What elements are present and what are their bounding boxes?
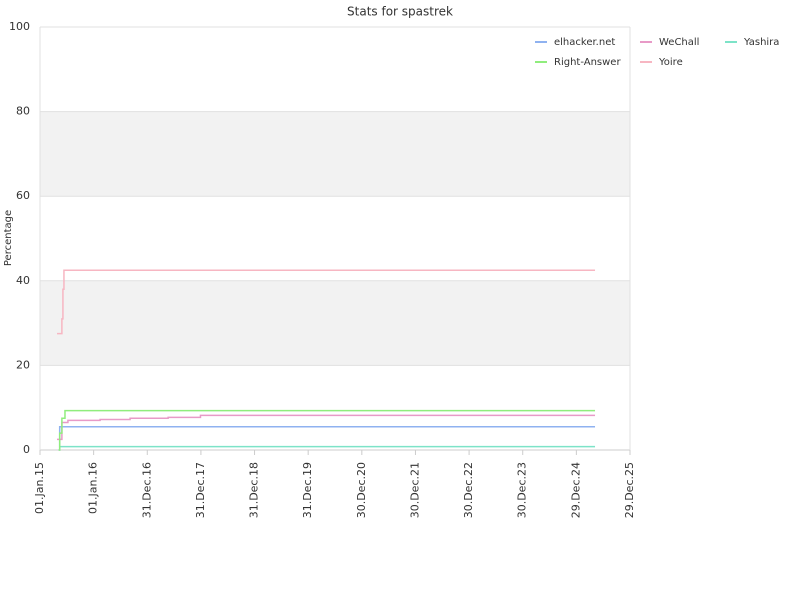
x-tick-label: 31.Dec.18	[248, 462, 261, 518]
plot-band	[40, 280, 630, 366]
series-line	[58, 409, 596, 451]
legend-label: WeChall	[659, 37, 699, 48]
y-tick-label: 40	[16, 274, 30, 287]
legend-label: Right-Answer	[554, 57, 621, 68]
x-tick-label: 31.Dec.17	[194, 462, 207, 518]
legend-label: Yashira	[743, 37, 779, 48]
y-tick-label: 20	[16, 358, 30, 371]
legend-label: elhacker.net	[554, 37, 615, 48]
y-axis-label: Percentage	[3, 210, 14, 266]
plot-band	[40, 111, 630, 197]
series-line	[57, 414, 596, 441]
x-tick-label: 30.Dec.20	[355, 462, 368, 518]
x-tick-label: 30.Dec.21	[408, 462, 421, 518]
x-tick-label: 31.Dec.16	[140, 462, 153, 518]
x-tick-label: 01.Jan.15	[33, 462, 46, 514]
x-tick-label: 29.Dec.25	[623, 462, 636, 518]
chart-title: Stats for spastrek	[347, 5, 453, 19]
x-tick-label: 29.Dec.24	[569, 462, 582, 518]
x-tick-label: 01.Jan.16	[87, 462, 100, 514]
y-tick-label: 80	[16, 105, 30, 118]
y-tick-label: 60	[16, 189, 30, 202]
x-tick-label: 30.Dec.23	[516, 462, 529, 518]
x-tick-label: 30.Dec.22	[462, 462, 475, 518]
legend-label: Yoire	[658, 57, 683, 68]
x-tick-label: 31.Dec.19	[301, 462, 314, 518]
y-tick-label: 0	[23, 443, 30, 456]
y-tick-label: 100	[9, 20, 30, 33]
series-line	[57, 269, 596, 335]
